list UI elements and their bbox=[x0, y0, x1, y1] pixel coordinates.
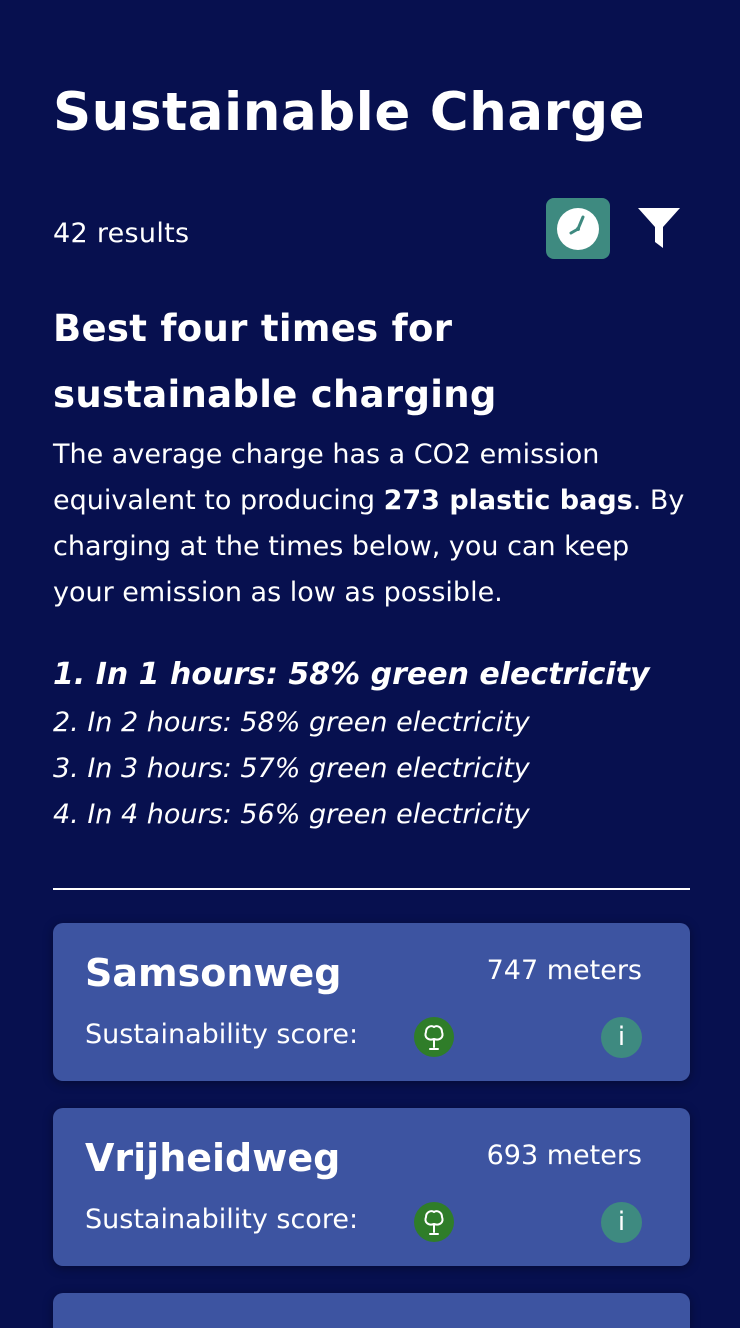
info-button[interactable]: i bbox=[601, 1202, 642, 1243]
divider bbox=[53, 888, 690, 890]
info-button[interactable]: i bbox=[601, 1017, 642, 1058]
best-times-heading: Best four times for sustainable charging bbox=[53, 307, 497, 416]
station-card[interactable]: Vrijheidweg 693 meters Sustainability sc… bbox=[53, 1108, 690, 1266]
intro-text-start: The average charge has a CO2 emission eq… bbox=[53, 439, 600, 516]
emission-intro: The average charge has a CO2 emission eq… bbox=[53, 432, 693, 616]
station-card-partial[interactable] bbox=[53, 1293, 690, 1328]
results-count: 42 results bbox=[53, 218, 190, 249]
best-time-item-4: 4. In 4 hours: 56% green electricity bbox=[53, 799, 530, 830]
best-time-item-3: 3. In 3 hours: 57% green electricity bbox=[53, 753, 530, 784]
sustainability-score-label: Sustainability score: bbox=[85, 1019, 359, 1050]
station-distance: 693 meters bbox=[486, 1140, 642, 1171]
station-name: Samsonweg bbox=[85, 951, 342, 995]
tree-icon bbox=[414, 1202, 454, 1242]
best-time-item-1: 1. In 1 hours: 58% green electricity bbox=[53, 657, 650, 692]
best-times-list: 1. In 1 hours: 58% green electricity 2. … bbox=[53, 650, 650, 838]
station-name: Vrijheidweg bbox=[85, 1136, 341, 1180]
best-time-item-2: 2. In 2 hours: 58% green electricity bbox=[53, 707, 530, 738]
intro-text-end: . By charging at the times below, you ca… bbox=[53, 485, 685, 608]
sustainability-score-label: Sustainability score: bbox=[85, 1204, 359, 1235]
time-sort-button[interactable] bbox=[546, 198, 610, 259]
results-toolbar: 42 results bbox=[53, 196, 690, 260]
station-card[interactable]: Samsonweg 747 meters Sustainability scor… bbox=[53, 923, 690, 1081]
clock-icon bbox=[557, 208, 599, 250]
page-title: Sustainable Charge bbox=[53, 82, 646, 143]
filter-button[interactable] bbox=[636, 204, 682, 252]
filter-icon bbox=[638, 208, 680, 248]
tree-icon bbox=[414, 1017, 454, 1057]
plastic-bags-equivalent: 273 plastic bags bbox=[383, 485, 633, 516]
station-distance: 747 meters bbox=[486, 955, 642, 986]
